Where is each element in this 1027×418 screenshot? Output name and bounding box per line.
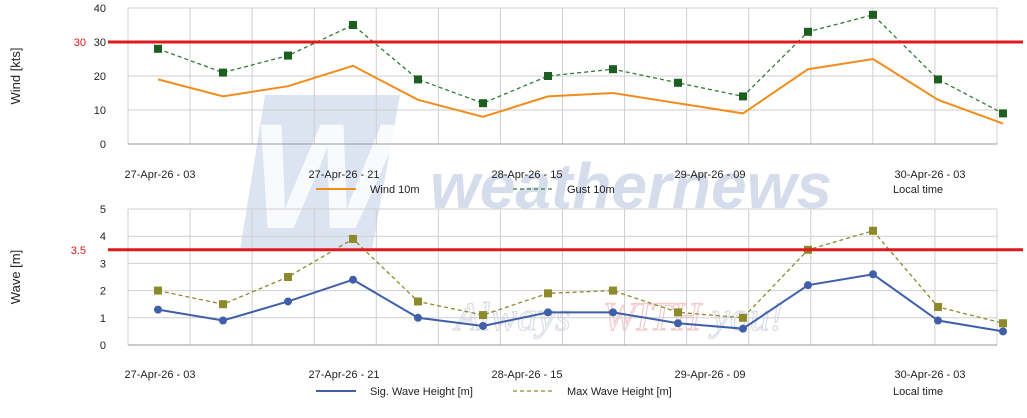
data-point — [414, 297, 422, 306]
watermark-slogan-part-1: Always — [452, 294, 571, 339]
data-point — [934, 75, 942, 84]
data-point — [804, 27, 812, 36]
data-point — [479, 321, 487, 330]
data-point — [869, 226, 877, 235]
y-tick-label: 5 — [100, 204, 106, 216]
data-point — [544, 308, 552, 317]
data-point — [544, 289, 552, 298]
data-point — [739, 92, 747, 101]
y-tick-label: 2 — [100, 286, 106, 298]
data-point — [349, 234, 357, 243]
data-point — [414, 75, 422, 84]
data-point — [739, 324, 747, 333]
wave-chart: 0 1 2 3 4 5 27-Apr-26 - 03 27-Apr-26 - 21 28-Apr… — [8, 204, 1023, 398]
series-line — [157, 57, 1004, 125]
data-point — [349, 21, 357, 29]
legend-entry: Wind 10m — [370, 184, 420, 196]
legend-entry: Max Wave Height [m] — [567, 386, 672, 398]
series-line — [157, 14, 1004, 114]
data-point — [219, 68, 227, 77]
data-point — [219, 316, 227, 325]
data-point — [284, 297, 292, 306]
series-line — [157, 273, 1004, 333]
data-point — [349, 275, 357, 284]
data-point — [154, 286, 162, 295]
y-tick-label: 3 — [100, 258, 106, 270]
data-point — [284, 273, 292, 281]
legend-entry: Sig. Wave Height [m] — [370, 386, 473, 398]
x-tick-label: 27-Apr-26 - 21 — [309, 169, 380, 181]
x-tick-label: 30-Apr-26 - 03 — [895, 169, 966, 181]
y-tick-label: 40 — [94, 3, 106, 15]
data-point — [609, 286, 617, 295]
data-point — [414, 313, 422, 322]
wind-chart: 0 10 20 30 40 27-Apr-26 - 03 27-Apr-26 - 21 28-… — [8, 3, 1023, 196]
y-tick-label: 20 — [94, 71, 106, 83]
data-point — [869, 270, 877, 279]
data-point — [869, 10, 877, 19]
data-point — [934, 316, 942, 325]
data-point — [219, 300, 227, 309]
data-point — [479, 99, 487, 108]
x-tick-label: 29-Apr-26 - 09 — [675, 169, 746, 181]
y-tick-label: 30 — [94, 37, 106, 49]
x-tick-label: 27-Apr-26 - 03 — [125, 169, 196, 181]
x-tick-label: 29-Apr-26 - 09 — [675, 369, 746, 381]
data-point — [479, 311, 487, 320]
x-tick-label: 30-Apr-26 - 03 — [895, 369, 966, 381]
data-point — [609, 65, 617, 74]
watermark-slogan-part-2: WITH — [603, 294, 703, 339]
data-point — [999, 109, 1007, 118]
data-point — [999, 327, 1007, 336]
legend-local-time: Local time — [893, 184, 943, 196]
y-tick-label: 1 — [100, 313, 106, 325]
y-axis-label: Wave [m] — [8, 250, 23, 304]
y-tick-label: 4 — [100, 231, 106, 243]
threshold-label: 3.5 — [71, 245, 86, 257]
data-point — [674, 319, 682, 328]
threshold-label: 30 — [74, 37, 86, 49]
data-point — [544, 72, 552, 80]
data-point — [154, 305, 162, 314]
watermark-logo-text: weathernews — [430, 150, 832, 222]
x-tick-label: 27-Apr-26 - 03 — [125, 369, 196, 381]
data-point — [934, 302, 942, 311]
data-point — [739, 313, 747, 322]
legend-local-time: Local time — [893, 386, 943, 398]
data-point — [609, 308, 617, 317]
watermark-logo-shape — [240, 95, 400, 250]
x-tick-label: 28-Apr-26 - 15 — [492, 169, 563, 181]
x-tick-label: 28-Apr-26 - 15 — [492, 369, 563, 381]
data-point — [999, 319, 1007, 328]
x-tick-label: 27-Apr-26 - 21 — [309, 369, 380, 381]
data-point — [154, 44, 162, 53]
y-tick-label: 10 — [94, 105, 106, 117]
y-axis-label: Wind [kts] — [8, 47, 23, 104]
y-tick-label: 0 — [100, 139, 106, 151]
data-point — [674, 308, 682, 317]
legend-entry: Gust 10m — [567, 184, 615, 196]
data-point — [284, 51, 292, 60]
data-point — [674, 78, 682, 87]
series-line — [157, 230, 1004, 324]
data-point — [804, 281, 812, 290]
y-tick-label: 0 — [100, 340, 106, 352]
